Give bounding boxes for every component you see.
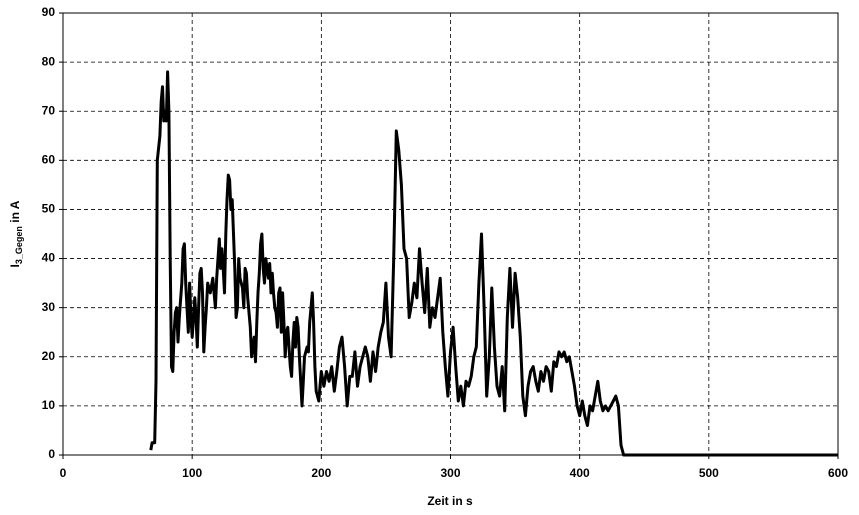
y-tick-label: 50 <box>42 202 56 216</box>
y-label-main: I <box>8 264 22 267</box>
x-tick-label: 500 <box>699 466 719 480</box>
x-tick-label: 100 <box>182 466 202 480</box>
y-tick-label: 80 <box>42 54 56 68</box>
y-tick-label: 90 <box>42 5 56 19</box>
y-tick-label: 30 <box>42 300 56 314</box>
data-line <box>149 70 838 457</box>
y-axis-label: I3_Gegen in A <box>8 200 24 267</box>
x-axis-label: Zeit in s <box>427 494 473 508</box>
y-tick-label: 60 <box>42 153 56 167</box>
y-label-sub: 3_Gegen <box>14 226 24 264</box>
x-tick-label: 200 <box>311 466 331 480</box>
x-tick-label: 0 <box>60 466 67 480</box>
x-tick-label: 600 <box>828 466 848 480</box>
y-tick-label: 20 <box>42 349 56 363</box>
x-tick-label: 300 <box>440 466 460 480</box>
x-tick-label: 400 <box>570 466 590 480</box>
plot-frame <box>62 12 839 456</box>
y-tick-label: 0 <box>48 447 55 461</box>
y-tick-label: 40 <box>42 251 56 265</box>
y-tick-label: 10 <box>42 398 56 412</box>
y-tick-label: 70 <box>42 103 56 117</box>
y-label-rest: in A <box>8 200 22 226</box>
